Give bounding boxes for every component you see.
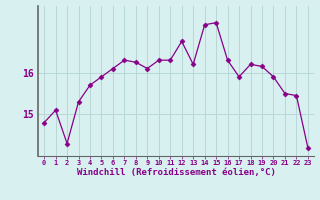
X-axis label: Windchill (Refroidissement éolien,°C): Windchill (Refroidissement éolien,°C)	[76, 168, 276, 177]
